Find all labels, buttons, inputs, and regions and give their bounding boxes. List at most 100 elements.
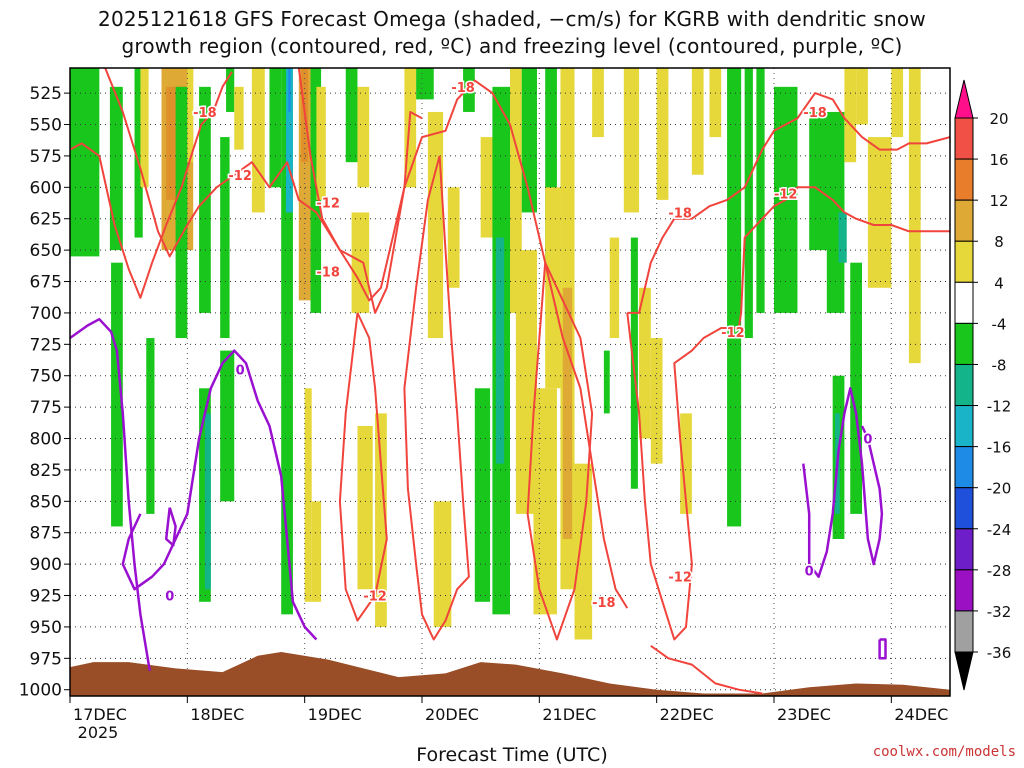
y-tick-label: 625 [30, 210, 62, 230]
colorbar-swatch [954, 117, 974, 160]
y-tick-label: 925 [30, 587, 62, 607]
omega-cell [234, 86, 244, 150]
y-tick-label: 550 [30, 116, 62, 136]
colorbar-swatch [954, 528, 974, 571]
omega-cell [463, 68, 475, 112]
x-tick-label: 19DEC [308, 705, 362, 724]
terrain-surface [70, 652, 950, 696]
omega-cell [727, 68, 742, 527]
omega-cell [146, 338, 155, 514]
contour-value-label: 0 [805, 564, 814, 579]
omega-cell [630, 237, 638, 489]
omega-cell [609, 237, 620, 339]
y-tick-label: 950 [30, 618, 62, 638]
omega-cell [220, 350, 235, 502]
colorbar-swatch [954, 446, 974, 489]
omega-cell [416, 68, 434, 100]
omega-cell [908, 68, 921, 364]
x-tick-year-label: 2025 [78, 723, 119, 742]
omega-shading-layer [70, 68, 921, 640]
omega-cell [175, 86, 188, 339]
contour-label-layer: -18 -12 -18 -12 -18 -12 -18 -12 -12 -18 -12 -18 0 0 0 0 [164, 79, 874, 612]
dgz-contour-red [737, 186, 950, 329]
colorbar-label: -16 [987, 439, 1012, 457]
omega-cell [345, 68, 358, 163]
colorbar-label: -8 [992, 356, 1007, 374]
contour-value-label: -12 [668, 571, 692, 586]
dgz-contour-red [627, 92, 950, 314]
contour-value-label: 0 [863, 433, 872, 448]
dgz-contour-red [297, 68, 629, 609]
omega-cell [316, 86, 326, 200]
contour-value-label: -12 [721, 326, 745, 341]
x-tick-label: 18DEC [190, 705, 244, 724]
dgz-contour-red [526, 262, 594, 641]
contour-value-label: -18 [193, 106, 217, 121]
x-tick-label: 21DEC [542, 705, 596, 724]
contour-value-label: -18 [668, 206, 692, 221]
y-tick-label: 750 [30, 367, 62, 387]
omega-cell [656, 68, 669, 200]
site-credit: coolwx.com/models [872, 744, 1016, 760]
contour-value-label: -18 [451, 81, 475, 96]
y-tick-label: 850 [30, 492, 62, 512]
omega-cell [603, 350, 610, 414]
omega-cell [474, 388, 491, 602]
y-tick-label: 825 [30, 461, 62, 481]
colorbar-top-arrow [954, 79, 974, 119]
contour-layer [70, 68, 950, 695]
freezing-level-contour-purple [121, 349, 318, 641]
omega-cell [251, 68, 265, 213]
omega-cell [867, 137, 892, 288]
omega-cell [545, 68, 557, 263]
omega-cell [691, 68, 704, 175]
colorbar-label: 8 [994, 233, 1004, 251]
omega-cell [510, 68, 522, 313]
omega-cell [480, 137, 495, 238]
colorbar-swatch [954, 158, 974, 201]
colorbar-bottom-arrow [954, 651, 974, 691]
colorbar-label: -32 [987, 603, 1012, 621]
omega-cell [680, 413, 692, 514]
chart-title-line-2: growth region (contoured, red, ºC) and f… [121, 34, 903, 58]
omega-cell [226, 68, 235, 112]
x-tick-label: 24DEC [894, 705, 948, 724]
omega-cell [838, 212, 847, 263]
contour-value-label: -18 [803, 106, 827, 121]
omega-cell [357, 425, 373, 590]
omega-cell [109, 86, 123, 251]
y-tick-label: 600 [30, 178, 62, 198]
contour-value-label: -12 [316, 196, 340, 211]
y-tick-label: 725 [30, 335, 62, 355]
omega-cell [562, 287, 573, 539]
dgz-contour-red [626, 312, 739, 641]
colorbar-label: -28 [987, 562, 1012, 580]
contour-value-label: 0 [236, 363, 245, 378]
omega-cell [304, 388, 312, 602]
y-tick-label: 675 [30, 273, 62, 293]
colorbar-swatch [954, 610, 974, 653]
colorbar-swatch [954, 569, 974, 612]
colorbar-swatch [954, 405, 974, 448]
x-tick-label: 20DEC [425, 705, 479, 724]
omega-cell [756, 68, 765, 313]
contour-value-label: -18 [316, 265, 340, 280]
colorbar-label: -24 [987, 521, 1012, 539]
grid-layer [70, 68, 950, 696]
omega-cell [433, 501, 452, 627]
colorbar-label: 12 [989, 192, 1008, 210]
omega-cell [89, 68, 96, 219]
contour-value-label: -12 [363, 590, 387, 605]
y-tick-label: 1000 [19, 681, 62, 701]
omega-cell [288, 68, 291, 112]
colorbar-swatch [954, 487, 974, 530]
omega-cell [850, 262, 862, 514]
colorbar-swatch [954, 322, 974, 365]
omega-cell [140, 68, 149, 188]
omega-cell [891, 68, 904, 138]
omega-cell [375, 413, 387, 627]
freezing-level-contour-purple [802, 387, 884, 578]
freezing-level-contour-purple [164, 507, 177, 547]
omega-cell [311, 501, 322, 602]
colorbar-label: 4 [994, 274, 1004, 292]
